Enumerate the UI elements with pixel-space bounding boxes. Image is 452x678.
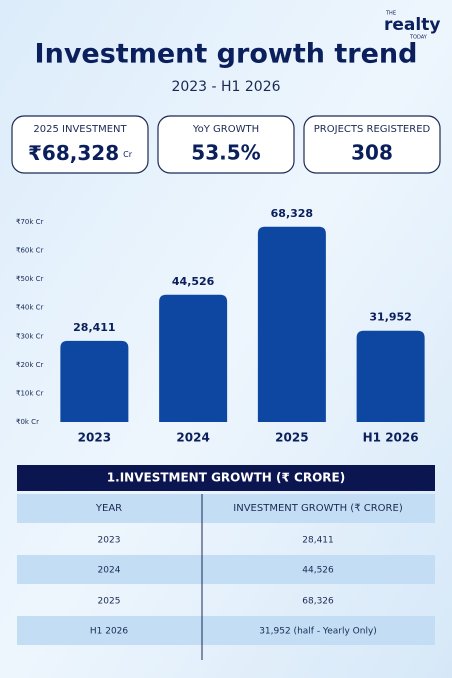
logo-small: THE [385, 11, 396, 17]
title: Investment growth trend [35, 39, 418, 70]
logo-main: realty [384, 15, 440, 35]
x-tick-label: 2023 [78, 431, 111, 445]
bar [60, 340, 129, 422]
value-label: 28,411 [73, 321, 115, 334]
x-tick-label: H1 2026 [363, 431, 419, 445]
card-unit: Cr [123, 150, 133, 159]
column-header: YEAR [95, 503, 122, 514]
bar [257, 226, 326, 422]
card [157, 115, 295, 174]
y-tick-label: ₹70k Cr [16, 218, 44, 226]
subtitle: 2023 - H1 2026 [171, 79, 280, 95]
table-title-bar [17, 465, 435, 491]
cell: 2024 [98, 566, 121, 576]
card-label: PROJECTS REGISTERED [314, 124, 431, 135]
cell: 44,526 [302, 566, 334, 576]
table-header-row [17, 494, 435, 523]
card [11, 115, 149, 174]
value-label: 31,952 [369, 311, 411, 324]
table-row-band [17, 616, 435, 645]
y-tick-label: ₹20k Cr [16, 361, 44, 369]
card-value: 53.5% [191, 141, 260, 165]
card-value: ₹68,328 Cr [28, 141, 133, 165]
y-tick-label: ₹40k Cr [16, 304, 44, 312]
table-title: 1.INVESTMENT GROWTH (₹ CRORE) [107, 471, 345, 485]
cards: 2025 INVESTMENT ₹68,328 Cr YoY GROWTH 53.… [11, 115, 441, 174]
cell: 68,326 [302, 597, 334, 607]
card-value: 308 [351, 141, 393, 165]
cell: 28,411 [302, 536, 334, 546]
bar [356, 330, 425, 422]
card [303, 115, 441, 174]
table-row-band [17, 555, 435, 584]
logo-sub: TODAY [409, 35, 428, 41]
chart: ₹0k Cr ₹10k Cr ₹20k Cr ₹30k Cr ₹40k Cr ₹50k C… [16, 207, 425, 445]
y-tick-label: ₹60k Cr [16, 247, 44, 255]
value-label: 44,526 [172, 275, 215, 288]
y-tick-label: ₹10k Cr [16, 389, 44, 397]
value-label: 68,328 [271, 207, 313, 220]
x-tick-label: 2024 [176, 431, 209, 445]
card-label: YoY GROWTH [192, 124, 259, 135]
card-label: 2025 INVESTMENT [33, 124, 127, 135]
column-header: INVESTMENT GROWTH (₹ CRORE) [233, 503, 403, 514]
cell: 31,952 (half - Yearly Only) [259, 627, 377, 637]
y-tick-label: ₹0k Cr [16, 418, 39, 426]
table: 1.INVESTMENT GROWTH (₹ CRORE) YEAR INVES… [17, 465, 435, 660]
bar [159, 294, 228, 422]
card-number: ₹68,328 [28, 141, 119, 165]
y-tick-label: ₹50k Cr [16, 275, 44, 283]
y-tick-label: ₹30k Cr [16, 332, 44, 340]
cell: 2023 [98, 536, 121, 546]
x-tick-label: 2025 [275, 431, 308, 445]
cell: 2025 [98, 597, 121, 607]
cell: H1 2026 [90, 627, 129, 637]
